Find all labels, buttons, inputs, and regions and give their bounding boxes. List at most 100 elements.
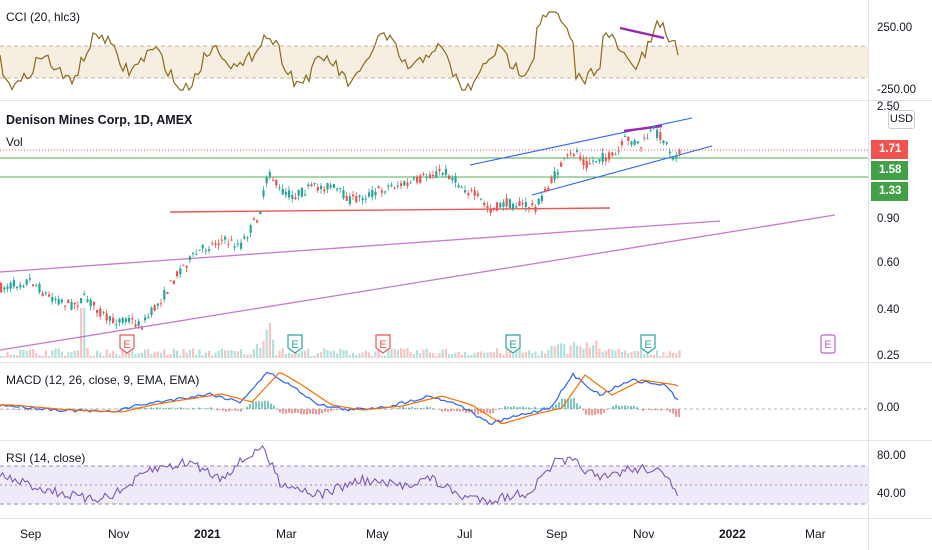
volume-bar	[105, 349, 108, 358]
candle-body	[422, 174, 425, 176]
volume-bar	[393, 349, 396, 358]
macd-histogram-bar	[648, 409, 650, 410]
volume-bar	[291, 353, 294, 358]
cci-divergence-line[interactable]	[619, 26, 665, 40]
macd-histogram-bar	[318, 409, 320, 415]
volume-bar	[12, 354, 15, 358]
macd-histogram-bar	[300, 409, 302, 415]
macd-histogram-bar	[627, 406, 629, 409]
candle-body	[499, 202, 502, 208]
macd-histogram-bar	[576, 403, 578, 409]
volume-bar	[640, 348, 643, 358]
volume-bar	[595, 340, 598, 358]
macd-histogram-bar	[108, 408, 110, 409]
volume-bar	[336, 353, 339, 358]
volume-bar	[643, 354, 646, 358]
time-axis-label: Jul	[457, 527, 473, 541]
pane-separator[interactable]	[0, 440, 932, 441]
candle-body	[505, 198, 508, 207]
candle-body	[569, 152, 572, 154]
trendline-upper[interactable]	[0, 220, 721, 273]
macd-indicator-label[interactable]: MACD (12, 26, close, 9, EMA, EMA)	[6, 373, 200, 387]
volume-indicator-label[interactable]: Vol	[6, 135, 23, 149]
macd-histogram-bar	[339, 409, 341, 410]
volume-bars	[0, 308, 681, 358]
support-line[interactable]	[169, 207, 611, 213]
volume-bar	[428, 352, 431, 358]
volume-bar	[412, 354, 415, 358]
earnings-event-marker[interactable]: E	[505, 334, 521, 354]
candle-body	[582, 158, 585, 166]
earnings-event-marker[interactable]: E	[640, 334, 656, 354]
macd-histogram-bar	[333, 409, 335, 411]
macd-histogram-bar	[228, 409, 230, 412]
macd-histogram-bar	[78, 409, 80, 410]
macd-histogram-bar	[0, 409, 2, 410]
volume-bar	[489, 352, 492, 358]
pane-separator[interactable]	[0, 362, 932, 363]
pane-separator[interactable]	[0, 100, 932, 101]
volume-bar	[614, 350, 617, 358]
volume-bar	[432, 353, 435, 358]
price-divergence-line[interactable]	[623, 124, 663, 133]
candle-body	[48, 294, 51, 297]
volume-bar	[259, 347, 262, 358]
volume-bar	[268, 322, 271, 358]
volume-bar	[214, 352, 217, 358]
macd-histogram-bar	[18, 409, 20, 411]
earnings-event-marker[interactable]: E	[375, 334, 391, 354]
macd-histogram-bar	[387, 408, 389, 410]
cci-indicator-label[interactable]: CCI (20, hlc3)	[6, 10, 81, 24]
volume-bar	[294, 349, 297, 358]
macd-histogram-bar	[249, 403, 251, 409]
macd-histogram-bar	[417, 407, 419, 409]
candle-body	[460, 187, 463, 189]
macd-histogram-bar	[270, 403, 272, 409]
macd-histogram-bar	[330, 409, 332, 412]
candle-body	[76, 305, 79, 307]
currency-unit-button[interactable]: USD	[888, 110, 915, 129]
volume-bar	[668, 351, 671, 358]
macd-histogram-bar	[642, 409, 644, 411]
macd-histogram-bar	[555, 404, 557, 409]
channel-lower-line[interactable]	[531, 145, 713, 196]
volume-bar	[588, 347, 591, 358]
candle-body	[230, 239, 233, 241]
volume-bar	[419, 353, 422, 358]
volume-bar	[496, 348, 499, 358]
candle-body	[128, 317, 131, 322]
candle-body	[643, 137, 646, 139]
earnings-event-marker[interactable]: E	[820, 334, 836, 354]
volume-bar	[582, 348, 585, 358]
candle-body	[243, 236, 246, 239]
earnings-event-marker[interactable]: E	[119, 334, 135, 354]
macd-histogram-bar	[558, 402, 560, 409]
trendline-lower[interactable]	[0, 214, 836, 351]
macd-histogram-bar	[231, 409, 233, 411]
main-pane	[0, 117, 868, 358]
macd-histogram-bar	[84, 409, 86, 410]
volume-bar	[371, 355, 374, 358]
candle-body	[544, 188, 547, 193]
pane-separator[interactable]	[0, 518, 932, 519]
earnings-event-marker[interactable]: E	[287, 334, 303, 354]
macd-histogram-bar	[504, 405, 506, 409]
candle-body	[502, 202, 505, 207]
volume-bar	[473, 352, 476, 358]
volume-bar	[217, 350, 220, 358]
volume-bar	[556, 344, 559, 358]
candle-body	[547, 187, 550, 191]
symbol-title[interactable]: Denison Mines Corp, 1D, AMEX	[6, 113, 193, 127]
candle-body	[300, 187, 303, 197]
rsi-indicator-label[interactable]: RSI (14, close)	[6, 451, 86, 465]
macd-histogram-bar	[90, 409, 92, 410]
macd-histogram-bar	[258, 401, 260, 409]
macd-histogram-bar	[525, 407, 527, 409]
volume-bar	[508, 348, 511, 358]
macd-histogram-bar	[486, 409, 488, 413]
macd-histogram-bar	[156, 407, 158, 409]
rsi-pane	[0, 445, 868, 506]
macd-histogram-bar	[660, 409, 662, 411]
volume-bar	[454, 352, 457, 358]
